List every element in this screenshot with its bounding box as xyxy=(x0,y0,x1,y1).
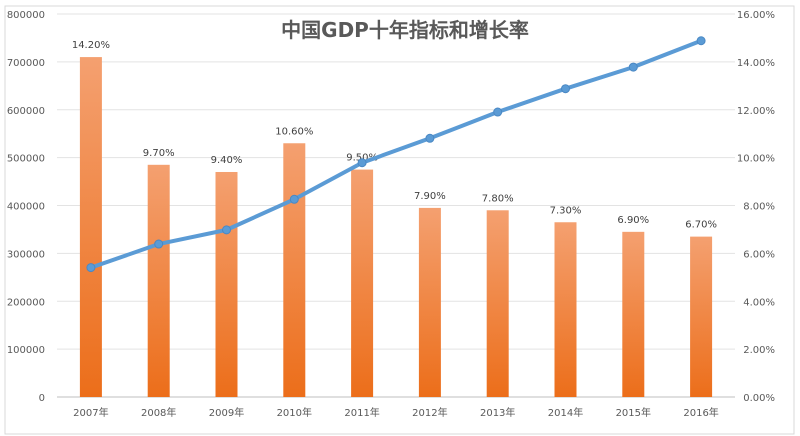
x-axis-tick-label: 2014年 xyxy=(548,406,583,419)
bar-data-label: 7.90% xyxy=(414,191,446,202)
gdp-point xyxy=(86,263,96,273)
bar xyxy=(351,169,374,397)
bar xyxy=(283,143,306,397)
right-axis-tick-label: 16.00% xyxy=(737,10,775,21)
right-axis-tick-label: 8.00% xyxy=(743,202,775,213)
bar xyxy=(690,236,713,397)
bar-data-label: 14.20% xyxy=(72,40,110,51)
right-axis-tick-label: 10.00% xyxy=(737,154,775,165)
gdp-point xyxy=(561,84,570,94)
left-axis-tick-label: 300000 xyxy=(7,249,45,260)
gdp-point xyxy=(493,107,503,117)
bar-data-label: 9.50% xyxy=(346,153,378,164)
right-axis-tick-label: 4.00% xyxy=(743,297,775,308)
left-axis-tick-label: 500000 xyxy=(7,154,45,165)
left-axis-tick-label: 400000 xyxy=(7,202,45,213)
bar xyxy=(554,222,577,397)
left-axis-tick-label: 600000 xyxy=(7,106,45,117)
gdp-point xyxy=(154,239,164,249)
gdp-point xyxy=(289,194,299,204)
x-axis-tick-label: 2010年 xyxy=(277,406,312,419)
gdp-point xyxy=(696,36,706,46)
gdp-point xyxy=(222,225,231,235)
gdp-point xyxy=(628,62,638,72)
right-axis-tick-label: 14.00% xyxy=(737,58,775,69)
bar xyxy=(622,231,645,397)
bar xyxy=(486,210,509,397)
bar xyxy=(147,164,170,397)
x-axis-tick-label: 2013年 xyxy=(480,406,515,419)
chart-title: 中国GDP十年指标和增长率 xyxy=(281,18,529,42)
x-axis-tick-label: 2007年 xyxy=(73,406,108,419)
bar-data-label: 9.40% xyxy=(211,155,243,166)
left-axis-tick-label: 200000 xyxy=(7,297,45,308)
x-axis-tick-label: 2008年 xyxy=(141,406,176,419)
gdp-point xyxy=(425,133,435,143)
x-axis-tick-label: 2016年 xyxy=(683,406,718,419)
bar-data-label: 7.80% xyxy=(482,193,514,204)
x-axis-tick-label: 2015年 xyxy=(616,406,651,419)
x-axis-tick-label: 2012年 xyxy=(412,406,447,419)
bar-data-label: 7.30% xyxy=(550,205,582,216)
bar-data-label: 6.90% xyxy=(617,215,649,226)
bar xyxy=(215,171,238,397)
gdp-point xyxy=(357,158,367,168)
bar-data-label: 10.60% xyxy=(275,126,313,137)
bar xyxy=(418,207,441,397)
bar-data-label: 9.70% xyxy=(143,148,175,159)
bar xyxy=(79,57,102,398)
x-axis-tick-label: 2011年 xyxy=(344,406,379,419)
bar-data-label: 6.70% xyxy=(685,220,717,231)
left-axis-tick-label: 800000 xyxy=(7,10,45,21)
left-axis-tick-label: 0 xyxy=(39,393,45,404)
right-axis-tick-label: 2.00% xyxy=(743,345,775,356)
gdp-line xyxy=(90,38,702,270)
right-axis-tick-label: 0.00% xyxy=(743,393,775,404)
right-axis-tick-label: 6.00% xyxy=(743,249,775,260)
left-axis-tick-label: 700000 xyxy=(7,58,45,69)
left-axis-tick-label: 100000 xyxy=(7,345,45,356)
x-axis-tick-label: 2009年 xyxy=(209,406,244,419)
chart-border[interactable] xyxy=(4,5,795,435)
right-axis-tick-label: 12.00% xyxy=(737,106,775,117)
